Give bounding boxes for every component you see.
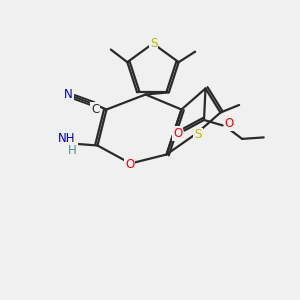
Text: O: O	[125, 158, 134, 171]
Text: N: N	[64, 88, 73, 101]
Text: S: S	[194, 128, 202, 142]
Text: NH: NH	[58, 132, 75, 145]
Text: O: O	[225, 117, 234, 130]
Text: S: S	[150, 37, 157, 50]
Text: C: C	[91, 103, 100, 116]
Text: O: O	[173, 127, 182, 140]
Text: H: H	[68, 144, 77, 157]
